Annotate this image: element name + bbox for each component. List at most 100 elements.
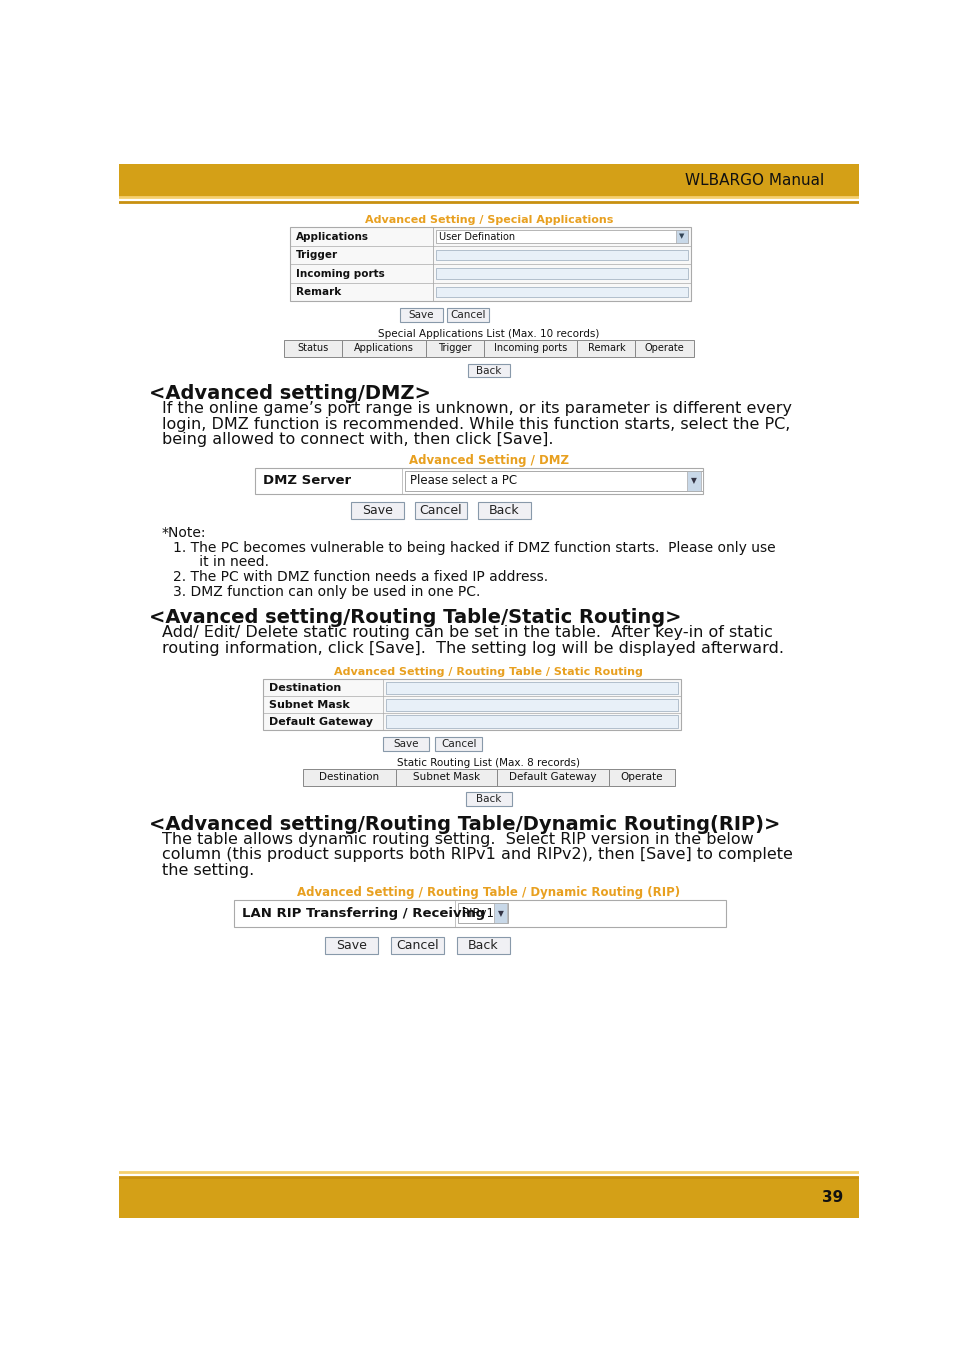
Bar (494, 903, 506, 923)
Text: Remark: Remark (587, 343, 624, 353)
Text: Destination: Destination (319, 772, 379, 782)
Bar (497, 769, 608, 785)
Text: Trigger: Trigger (295, 250, 337, 260)
Text: Status: Status (297, 343, 329, 353)
Text: column (this product supports both RIPv1 and RIPv2), then [Save] to complete: column (this product supports both RIPv1… (162, 847, 792, 862)
Bar (233, 900, 725, 928)
Text: <Advanced setting/DMZ>: <Advanced setting/DMZ> (149, 384, 430, 404)
Text: Destination: Destination (269, 683, 341, 692)
Bar (342, 339, 426, 357)
Bar (426, 339, 484, 357)
Text: Save: Save (361, 505, 393, 517)
Bar (608, 769, 674, 785)
Bar (456, 937, 509, 955)
Text: *Note:: *Note: (162, 527, 206, 540)
Bar (577, 339, 635, 357)
Text: Subnet Mask: Subnet Mask (269, 699, 349, 710)
Bar (635, 339, 693, 357)
Text: Save: Save (336, 940, 367, 952)
Text: 39: 39 (821, 1190, 842, 1205)
Bar (254, 468, 702, 494)
Bar (395, 769, 497, 785)
Text: Cancel: Cancel (450, 311, 485, 320)
Text: Cancel: Cancel (440, 739, 476, 748)
Text: Special Applications List (Max. 10 records): Special Applications List (Max. 10 recor… (377, 328, 599, 339)
Text: LAN RIP Transferring / Receiving: LAN RIP Transferring / Receiving (241, 907, 484, 919)
Text: 3. DMZ function can only be used in one PC.: 3. DMZ function can only be used in one … (173, 584, 480, 599)
Bar (399, 308, 442, 321)
Bar (465, 792, 512, 806)
Bar (436, 286, 687, 297)
Text: Advanced Setting / Special Applications: Advanced Setting / Special Applications (364, 215, 613, 224)
Text: Save: Save (393, 739, 418, 748)
Text: Back: Back (468, 940, 498, 952)
Text: Trigger: Trigger (438, 343, 472, 353)
Text: <Advanced setting/Routing Table/Dynamic Routing(RIP)>: <Advanced setting/Routing Table/Dynamic … (149, 815, 780, 834)
Text: RIPv1: RIPv1 (461, 907, 495, 919)
Text: Subnet Mask: Subnet Mask (413, 772, 479, 782)
Text: WLBARGO Manual: WLBARGO Manual (684, 172, 823, 187)
Text: Remark: Remark (295, 287, 341, 297)
Text: Please select a PC: Please select a PC (410, 475, 517, 487)
Text: Cancel: Cancel (419, 505, 461, 517)
Text: DMZ Server: DMZ Server (262, 475, 351, 487)
Text: User Defination: User Defination (439, 231, 515, 242)
Bar (119, 164, 858, 197)
Bar (457, 903, 508, 923)
Bar (675, 230, 687, 244)
Text: Advanced Setting / Routing Table / Dynamic Routing (RIP): Advanced Setting / Routing Table / Dynam… (297, 885, 679, 899)
Text: Applications: Applications (295, 231, 369, 242)
Text: Save: Save (408, 311, 434, 320)
Bar (391, 937, 443, 955)
Bar (382, 737, 429, 751)
Text: Back: Back (476, 365, 501, 376)
Text: Applications: Applications (354, 343, 414, 353)
Bar (477, 502, 530, 518)
Bar (446, 308, 489, 321)
Bar (119, 1178, 858, 1218)
Text: Incoming ports: Incoming ports (494, 343, 567, 353)
Text: Operate: Operate (620, 772, 662, 782)
Text: <Avanced setting/Routing Table/Static Routing>: <Avanced setting/Routing Table/Static Ro… (149, 609, 680, 628)
Text: The table allows dynamic routing setting.  Select RIP version in the below: The table allows dynamic routing setting… (162, 832, 753, 847)
Text: ▼: ▼ (691, 476, 697, 486)
Bar (385, 715, 678, 728)
Bar (385, 699, 678, 711)
Bar (262, 680, 680, 731)
Text: If the online game’s port range is unknown, or its parameter is different every: If the online game’s port range is unkno… (162, 401, 791, 416)
Bar (385, 681, 678, 694)
Bar (405, 471, 702, 491)
Text: Default Gateway: Default Gateway (509, 772, 596, 782)
Bar (436, 249, 687, 260)
Text: Back: Back (489, 505, 519, 517)
Bar (415, 502, 467, 518)
Text: 2. The PC with DMZ function needs a fixed IP address.: 2. The PC with DMZ function needs a fixe… (173, 570, 548, 584)
Bar (351, 502, 403, 518)
Text: Default Gateway: Default Gateway (269, 717, 373, 726)
Text: Static Routing List (Max. 8 records): Static Routing List (Max. 8 records) (397, 758, 579, 767)
Text: being allowed to connect with, then click [Save].: being allowed to connect with, then clic… (162, 432, 553, 447)
Text: it in need.: it in need. (173, 555, 269, 569)
Text: Incoming ports: Incoming ports (295, 268, 384, 279)
Bar (436, 268, 687, 279)
Text: Advanced Setting / Routing Table / Static Routing: Advanced Setting / Routing Table / Stati… (335, 668, 642, 677)
Bar (436, 230, 687, 244)
Text: Add/ Edit/ Delete static routing can be set in the table.  After key-in of stati: Add/ Edit/ Delete static routing can be … (162, 625, 772, 640)
Bar (284, 339, 342, 357)
Text: Back: Back (476, 795, 501, 804)
Text: Cancel: Cancel (395, 940, 438, 952)
Text: 1. The PC becomes vulnerable to being hacked if DMZ function starts.  Please onl: 1. The PC becomes vulnerable to being ha… (173, 540, 776, 554)
Bar (303, 769, 395, 785)
Bar (484, 339, 577, 357)
Bar (686, 471, 700, 491)
Text: Advanced Setting / DMZ: Advanced Setting / DMZ (409, 454, 568, 466)
Bar (290, 227, 691, 301)
Text: the setting.: the setting. (162, 863, 253, 877)
Text: routing information, click [Save].  The setting log will be displayed afterward.: routing information, click [Save]. The s… (162, 640, 783, 655)
Text: login, DMZ function is recommended. While this function starts, select the PC,: login, DMZ function is recommended. Whil… (162, 417, 789, 432)
Text: ▼: ▼ (679, 234, 684, 239)
Text: ▼: ▼ (497, 908, 503, 918)
Bar (467, 364, 510, 378)
Bar (435, 737, 481, 751)
Bar (325, 937, 377, 955)
